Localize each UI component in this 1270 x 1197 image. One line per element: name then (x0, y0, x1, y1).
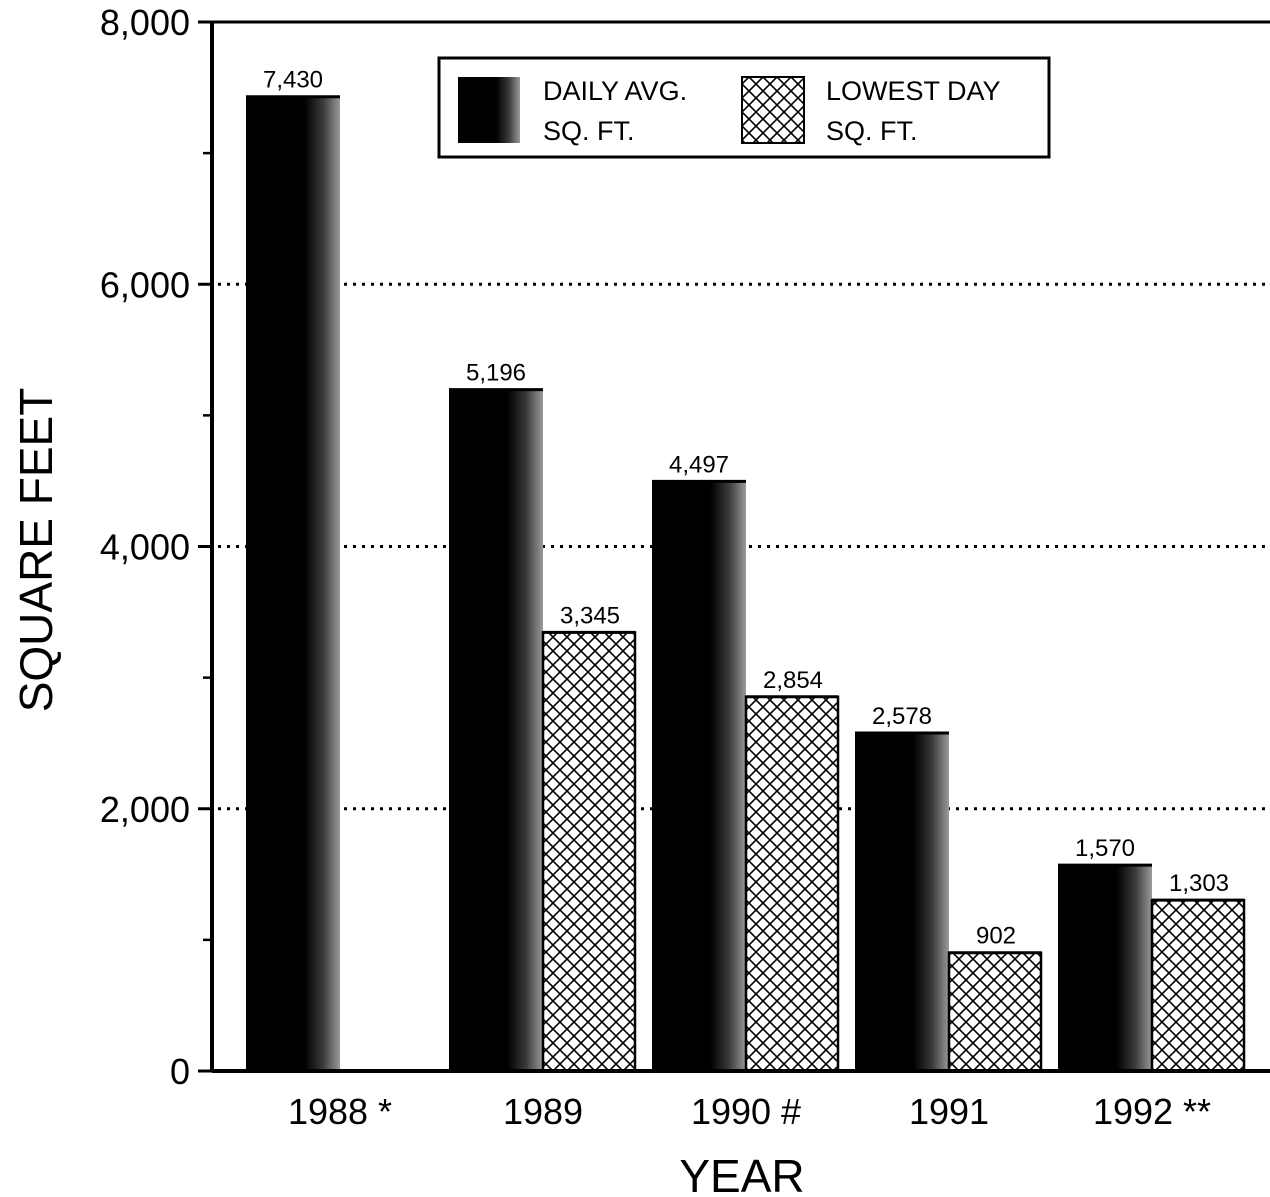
value-label-daily-avg-1: 7,430 (263, 67, 323, 94)
x-axis-title: YEAR (679, 1150, 804, 1197)
legend: DAILY AVG. SQ. FT. LOWEST DAY SQ. FT. (437, 56, 1051, 159)
legend-label-daily-avg-line1: DAILY AVG. (543, 76, 687, 106)
legend-label-lowest-day-line1: LOWEST DAY (826, 76, 1001, 106)
y-tick-label-4000: 4,000 (100, 527, 190, 568)
legend-swatch-daily-avg (458, 77, 520, 143)
bars (246, 95, 1246, 1073)
y-axis-title: SQUARE FEET (10, 388, 62, 713)
bar-lowest-day-5 (1150, 898, 1246, 1073)
bar-lowest-day-4 (947, 951, 1043, 1073)
value-label-daily-avg-2: 5,196 (466, 360, 526, 387)
value-label-daily-avg-5: 1,570 (1075, 835, 1135, 862)
legend-label-lowest-day-line2: SQ. FT. (826, 116, 918, 146)
bar-daily-avg-3 (652, 481, 746, 1071)
x-tick-label-3: 1990 # (691, 1091, 801, 1132)
bar-daily-avg-1 (246, 96, 340, 1071)
value-label-daily-avg-4: 2,578 (872, 703, 932, 730)
legend-label-daily-avg-line2: SQ. FT. (543, 116, 635, 146)
bar-lowest-day-2 (541, 631, 637, 1073)
x-tick-label-4: 1991 (909, 1091, 989, 1132)
value-label-lowest-day-5: 1,303 (1169, 870, 1229, 897)
value-label-lowest-day-2: 3,345 (560, 602, 620, 629)
x-tick-label-5: 1992 ** (1093, 1091, 1211, 1132)
value-label-lowest-day-3: 2,854 (763, 667, 823, 694)
axes: 0 2,000 4,000 6,000 8,000 (100, 2, 1270, 1092)
y-tick-label-2000: 2,000 (100, 789, 190, 830)
y-tick-label-6000: 6,000 (100, 264, 190, 305)
legend-swatch-lowest-day (741, 76, 805, 144)
bar-daily-avg-5 (1058, 865, 1152, 1071)
bar-daily-avg-4 (855, 732, 949, 1071)
x-tick-label-1: 1988 * (288, 1091, 392, 1132)
x-tick-label-2: 1989 (503, 1091, 583, 1132)
value-label-lowest-day-4: 902 (976, 923, 1016, 950)
value-label-daily-avg-3: 4,497 (669, 451, 729, 478)
y-tick-label-0: 0 (170, 1051, 190, 1092)
bar-lowest-day-3 (744, 695, 840, 1073)
y-tick-label-8000: 8,000 (100, 2, 190, 43)
bar-daily-avg-2 (449, 389, 543, 1071)
value-labels: 7,430 1988 * 5,196 3,345 1989 4,497 2,854 1990 … (263, 67, 1229, 1132)
